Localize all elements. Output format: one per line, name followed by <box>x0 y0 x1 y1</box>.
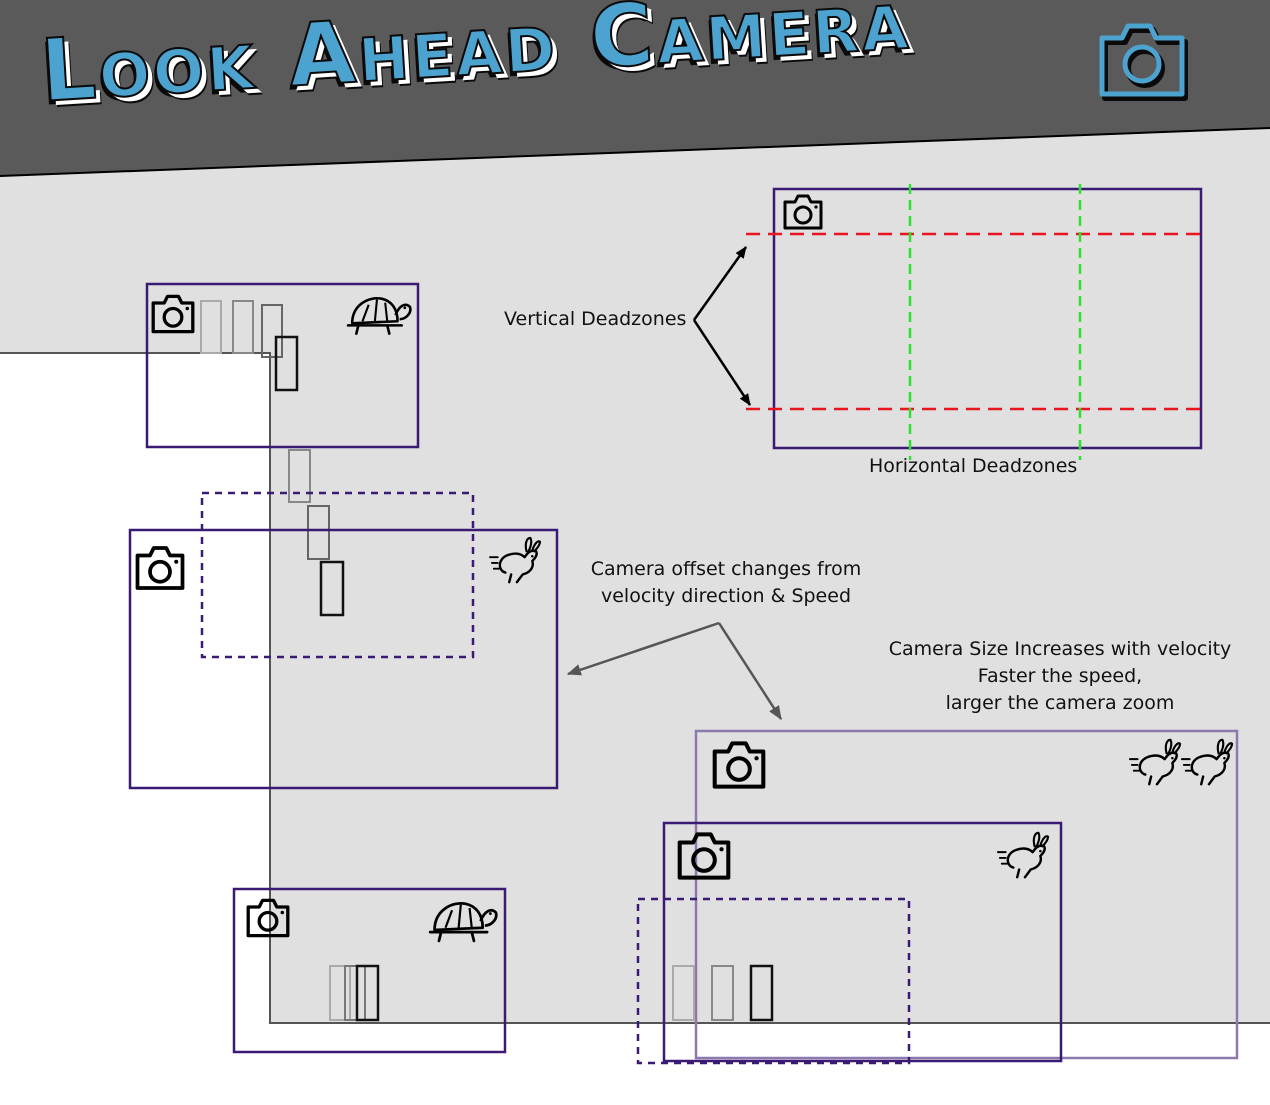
camera-frame-zoomed-medium <box>662 821 1063 1063</box>
size-annotation-line3: larger the camera zoom <box>945 692 1175 714</box>
offset-annotation: Camera offset changes from velocity dire… <box>576 556 876 610</box>
header-camera-icon <box>1099 23 1188 101</box>
header-edge <box>0 127 1270 177</box>
size-annotation: Camera Size Increases with velocity Fast… <box>870 636 1250 717</box>
offset-arrow-right <box>717 622 783 720</box>
player-trail <box>261 304 283 358</box>
player <box>274 335 299 392</box>
header-banner <box>0 0 1270 176</box>
player <box>749 964 774 1022</box>
offset-annotation-line1: Camera offset changes from <box>590 558 862 580</box>
camera-frame-zoomed-large <box>694 729 1239 1060</box>
player-trail <box>307 505 330 560</box>
size-annotation-line1: Camera Size Increases with velocity <box>888 638 1232 660</box>
size-annotation-line2: Faster the speed, <box>977 665 1143 687</box>
level-floor-region <box>0 353 1270 1105</box>
level-edge <box>0 352 1270 1024</box>
player <box>355 964 380 1022</box>
player-trail <box>344 965 366 1021</box>
horizontal-deadzones-label: Horizontal Deadzones <box>869 455 1078 477</box>
player-trail <box>232 300 254 354</box>
vertical-deadzones-label: Vertical Deadzones <box>504 308 687 330</box>
vertical-deadzone-arrow-up <box>692 246 748 321</box>
player <box>319 560 345 617</box>
camera-frame-slow-bottom <box>232 887 507 1054</box>
camera-frame-fast <box>128 528 559 790</box>
vertical-deadzone-arrow-down <box>692 319 752 406</box>
offset-arrow-left <box>566 621 720 676</box>
player-trail <box>672 965 695 1021</box>
player-trail <box>288 449 311 503</box>
camera-target-frame-dashed <box>200 491 475 659</box>
deadzone-camera-frame <box>772 187 1203 450</box>
player-trail <box>329 965 351 1021</box>
offset-annotation-line2: velocity direction & Speed <box>600 585 851 607</box>
player-trail <box>200 300 222 354</box>
camera-base-frame-dashed <box>636 897 911 1065</box>
player-trail <box>711 965 734 1021</box>
camera-frame-slow-top <box>145 282 420 449</box>
